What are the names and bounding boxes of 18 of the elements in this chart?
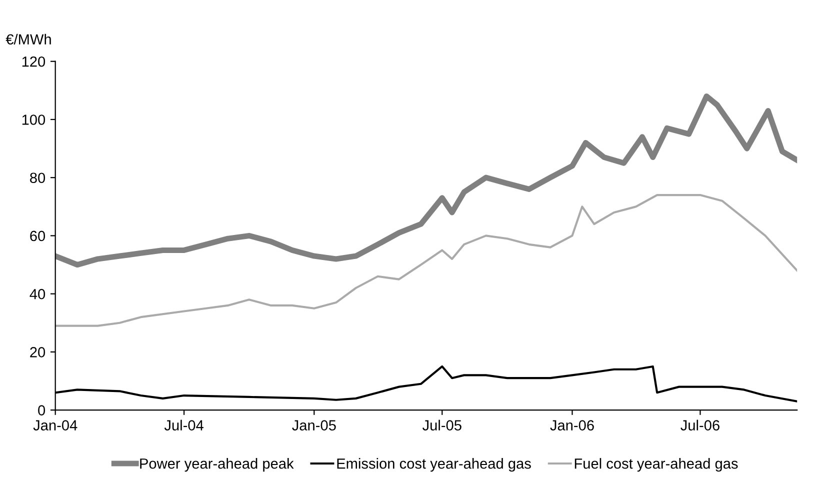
x-tick-label: Jul-05 bbox=[422, 420, 462, 430]
x-tick-label: Jul-06 bbox=[680, 420, 720, 430]
y-tick-label: 40 bbox=[30, 288, 46, 300]
x-tick-label: Jan-06 bbox=[550, 420, 594, 430]
legend-label: Fuel cost year-ahead gas bbox=[574, 458, 738, 472]
legend-label: Power year-ahead peak bbox=[140, 458, 294, 472]
y-tick-label: 80 bbox=[30, 172, 46, 184]
y-tick-label: 0 bbox=[38, 405, 46, 416]
y-tick-label: 60 bbox=[30, 230, 46, 242]
x-tick-label: Jan-04 bbox=[33, 420, 78, 430]
y-tick-label: 20 bbox=[30, 347, 46, 358]
y-tick-label: 120 bbox=[22, 56, 46, 67]
y-axis-title: €/MWh bbox=[6, 34, 51, 45]
legend-label: Emission cost year-ahead gas bbox=[337, 458, 531, 472]
y-tick-label: 100 bbox=[22, 114, 46, 125]
x-tick-label: Jan-05 bbox=[292, 420, 336, 430]
line-series bbox=[55, 194, 798, 327]
x-tick-label: Jul-04 bbox=[164, 420, 204, 430]
